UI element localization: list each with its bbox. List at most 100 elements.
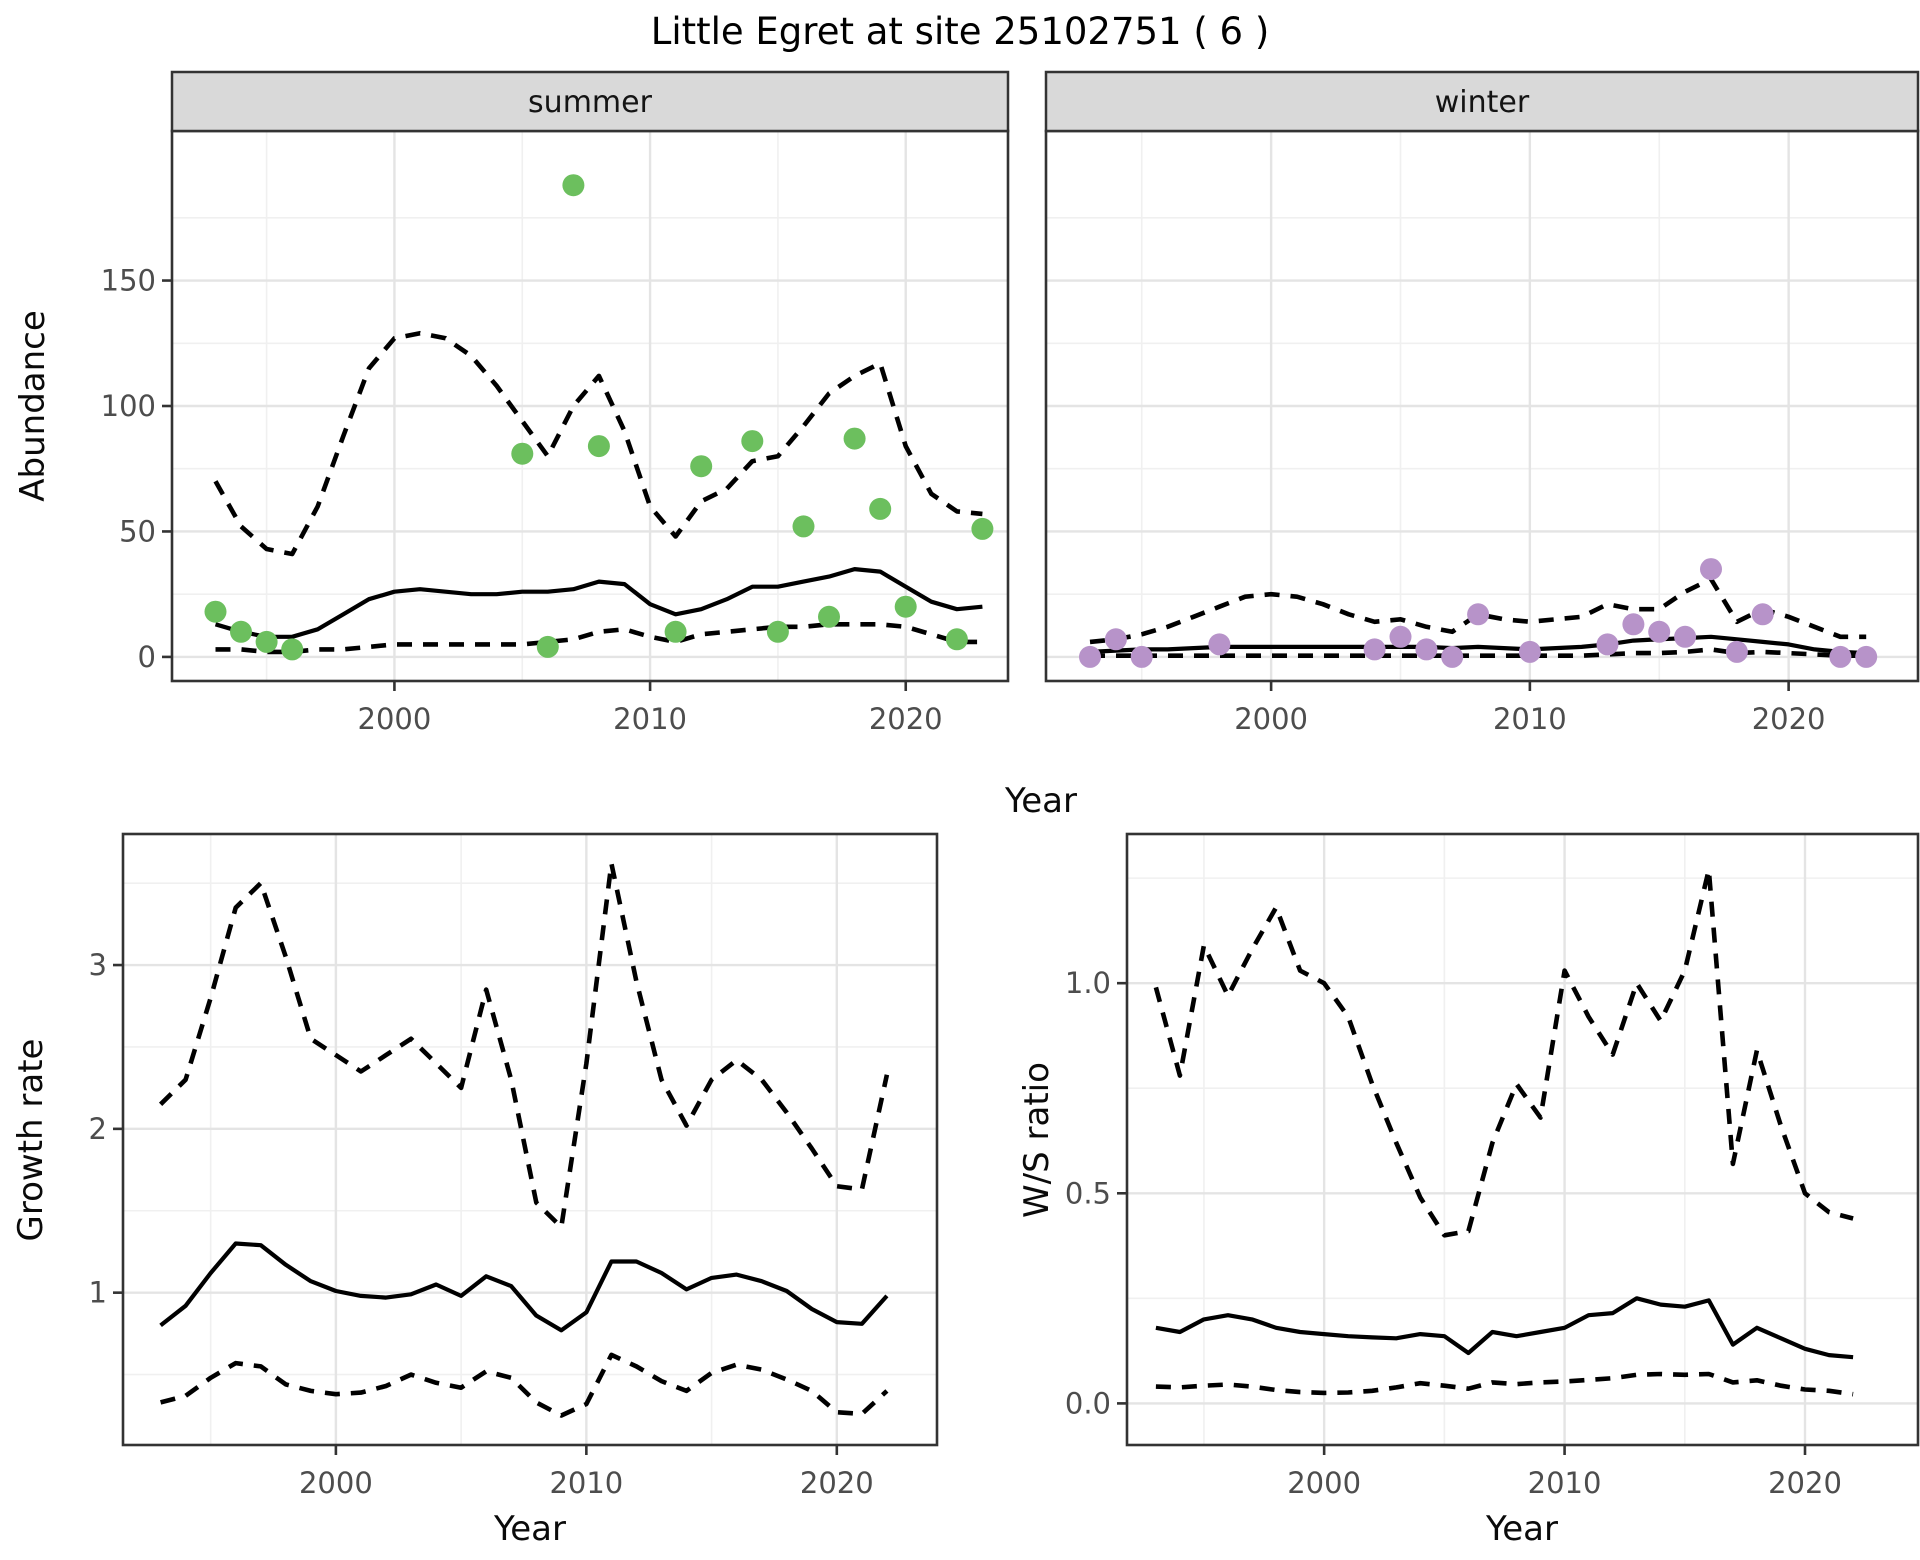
- x-axis-title-ws: Year: [1485, 1509, 1558, 1549]
- x-tick-label: 2000: [1287, 1466, 1361, 1500]
- data-point: [843, 427, 866, 450]
- mean-line: [1155, 1296, 1854, 1360]
- panel-abundance_summer: 2000 2010 2020 0 50 100 150: [101, 129, 1010, 736]
- data-point: [281, 638, 304, 661]
- gridlines: [1127, 834, 1918, 1445]
- panel-growth_rate: 2000 2010 2020 1 2 3: [89, 832, 939, 1500]
- x-tick-label: 2000: [299, 1466, 373, 1500]
- facet-strip-summer: summer: [170, 70, 1010, 133]
- x-tick-label: 2020: [1752, 702, 1826, 736]
- facet-strip-winter-bg: [1044, 70, 1920, 133]
- y-tick-label: 100: [101, 389, 156, 423]
- panel-bg: [123, 834, 937, 1445]
- data-point: [818, 605, 840, 628]
- y-axis-title-growth: Growth rate: [11, 1039, 51, 1242]
- panel-ws_ratio: 2000 2010 2020 0.0 0.5 1.0: [1065, 832, 1920, 1500]
- x-tick-label: 2010: [549, 1466, 623, 1500]
- data-point: [1389, 625, 1412, 648]
- y-tick-label: 0.5: [1065, 1176, 1111, 1210]
- x-axis-title-top: Year: [1004, 781, 1077, 821]
- data-point: [1079, 645, 1101, 668]
- x-tick-label: 2010: [1493, 702, 1567, 736]
- facet-strip-summer-label: summer: [528, 85, 653, 120]
- upper-ci-line: [158, 861, 890, 1230]
- data-point: [894, 595, 917, 618]
- data-point: [1415, 638, 1438, 661]
- data-point: [741, 430, 764, 453]
- upper-ci-line: [213, 330, 983, 557]
- panel-abundance_winter: 2000 2010 2020: [1044, 129, 1920, 736]
- data-point: [1700, 558, 1722, 581]
- x-tick-label: 2020: [1768, 1466, 1842, 1500]
- data-point: [869, 497, 892, 520]
- y-tick-label: 1: [89, 1276, 107, 1310]
- data-point: [664, 620, 687, 643]
- facet-strip-winter-label: winter: [1435, 85, 1530, 120]
- y-tick-label: 2: [89, 1112, 107, 1146]
- axis-ticks: 2000 2010 2020: [1234, 681, 1826, 736]
- axis-ticks: 2000 2010 2020 1 2 3: [89, 948, 874, 1500]
- panel-border: [1125, 832, 1920, 1447]
- y-tick-label: 1.0: [1065, 966, 1111, 1000]
- data-point: [1829, 645, 1852, 668]
- data-point: [971, 517, 994, 540]
- data-point: [1363, 638, 1386, 661]
- mean-line: [214, 567, 983, 639]
- data-point: [1441, 645, 1464, 668]
- y-axis-title-abundance: Abundance: [13, 310, 53, 502]
- axis-ticks: 2000 2010 2020 0.0 0.5 1.0: [1065, 966, 1842, 1500]
- y-tick-label: 150: [101, 264, 156, 298]
- upper-ci-line: [1153, 867, 1854, 1238]
- x-tick-label: 2010: [1528, 1466, 1602, 1500]
- y-tick-label: 0.0: [1065, 1386, 1111, 1420]
- x-tick-label: 2000: [1234, 702, 1308, 736]
- x-tick-label: 2010: [613, 702, 687, 736]
- panels-layer: 2000 2010 2020 0 50 100 150 2000 2010 2020 2000 201…: [89, 129, 1920, 1500]
- x-axis-title-growth: Year: [493, 1509, 566, 1549]
- facet-strip-summer-bg: [170, 70, 1010, 133]
- data-point: [945, 628, 968, 651]
- axis-ticks: 2000 2010 2020 0 50 100 150: [101, 264, 943, 736]
- gridlines: [123, 834, 937, 1445]
- y-axis-title-ws: W/S ratio: [1017, 1062, 1057, 1218]
- data-point: [1596, 633, 1619, 656]
- data-point: [1622, 613, 1645, 636]
- y-tick-label: 3: [89, 948, 107, 982]
- lower-ci-line: [160, 1352, 889, 1418]
- facet-strip-winter: winter: [1044, 70, 1920, 133]
- data-point: [230, 620, 252, 643]
- lower-ci-line: [1155, 1371, 1854, 1397]
- x-tick-label: 2020: [800, 1466, 874, 1500]
- data-point: [1855, 645, 1878, 668]
- data-point: [1518, 640, 1541, 663]
- data-point: [1751, 603, 1774, 626]
- panel-border: [121, 832, 939, 1447]
- gridlines: [172, 131, 1008, 681]
- data-point: [1674, 625, 1697, 648]
- data-point: [1467, 603, 1490, 626]
- mean-line: [159, 1241, 889, 1333]
- data-point: [1648, 620, 1671, 643]
- data-point: [766, 620, 789, 643]
- y-tick-label: 0: [138, 640, 156, 674]
- panel-bg: [1127, 834, 1918, 1445]
- data-point: [255, 630, 278, 653]
- x-tick-label: 2000: [358, 702, 432, 736]
- data-point: [204, 600, 227, 623]
- x-tick-label: 2020: [869, 702, 943, 736]
- data-point: [1208, 633, 1231, 656]
- data-point: [511, 442, 534, 465]
- data-point: [1130, 645, 1153, 668]
- y-tick-label: 50: [119, 514, 156, 548]
- data-points: [204, 174, 994, 661]
- data-point: [1725, 640, 1748, 663]
- data-point: [562, 174, 585, 197]
- data-point: [587, 435, 610, 458]
- chart-title: Little Egret at site 25102751 ( 6 ): [651, 10, 1270, 53]
- data-point: [792, 515, 815, 538]
- data-point: [1104, 628, 1127, 651]
- data-point: [690, 455, 713, 478]
- upper-ci-line: [1089, 576, 1867, 645]
- data-points: [1079, 558, 1878, 668]
